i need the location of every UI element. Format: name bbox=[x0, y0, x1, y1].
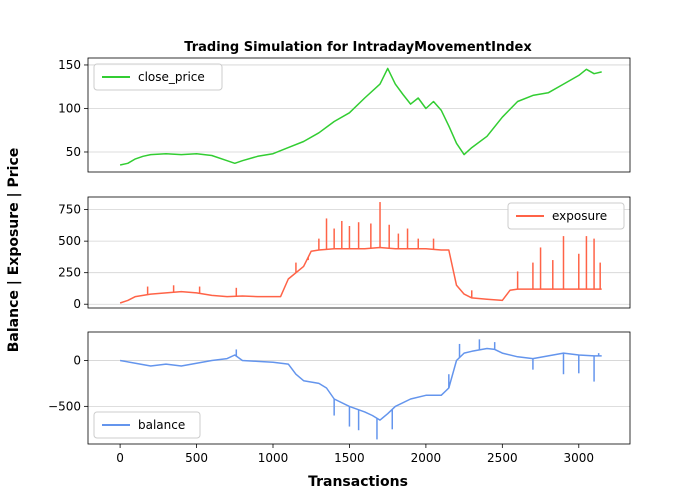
close_price-line bbox=[119, 67, 602, 166]
exposure-panel: 0 250 500 750 exposure bbox=[58, 196, 631, 311]
exposure-legend-box bbox=[507, 202, 625, 230]
y-axis-label: Balance | Exposure | Price bbox=[6, 148, 22, 353]
exposure-legend-label: exposure bbox=[552, 209, 607, 223]
close_price-legend-label: close_price bbox=[138, 70, 205, 84]
price-panel: 50 100 150 close_price bbox=[58, 57, 631, 173]
x-tick-label: 0 bbox=[116, 451, 124, 465]
close_price-legend-box bbox=[93, 63, 223, 91]
balance-legend-label: balance bbox=[138, 418, 185, 432]
x-tick-label: 2500 bbox=[487, 451, 518, 465]
x-axis-label: Transactions bbox=[308, 474, 408, 490]
chart-title: Trading Simulation for IntradayMovementI… bbox=[184, 40, 532, 55]
close_price-axes-frame bbox=[87, 57, 631, 173]
balance-legend: balance bbox=[93, 411, 201, 439]
exposure-y-tick-label: 0 bbox=[73, 297, 81, 311]
x-tick-label: 3000 bbox=[564, 451, 595, 465]
close_price-y-tick-label: 100 bbox=[58, 101, 81, 115]
exposure-line bbox=[119, 246, 602, 304]
x-tick-label: 1500 bbox=[334, 451, 365, 465]
close_price-y-tick-label: 50 bbox=[66, 145, 81, 159]
x-tick-label: 1000 bbox=[258, 451, 289, 465]
balance-legend-box bbox=[93, 411, 201, 439]
balance-line bbox=[119, 347, 602, 421]
exposure-y-tick-label: 750 bbox=[58, 203, 81, 217]
x-axis-ticks: 0 500 1000 1500 2000 2500 3000 bbox=[116, 444, 594, 465]
close_price-y-tick-label: 150 bbox=[58, 58, 81, 72]
exposure-y-tick-label: 500 bbox=[58, 234, 81, 248]
balance-axes-frame bbox=[87, 331, 631, 445]
exposure-axes-frame bbox=[87, 196, 631, 309]
x-tick-label: 2000 bbox=[411, 451, 442, 465]
balance-y-tick-label: −500 bbox=[48, 399, 81, 413]
balance-panel: 0 −500 balance bbox=[48, 331, 631, 445]
close_price-legend: close_price bbox=[93, 63, 223, 91]
exposure-legend: exposure bbox=[507, 202, 625, 230]
x-tick-label: 500 bbox=[185, 451, 208, 465]
exposure-y-tick-label: 250 bbox=[58, 266, 81, 280]
balance-y-tick-label: 0 bbox=[73, 353, 81, 367]
